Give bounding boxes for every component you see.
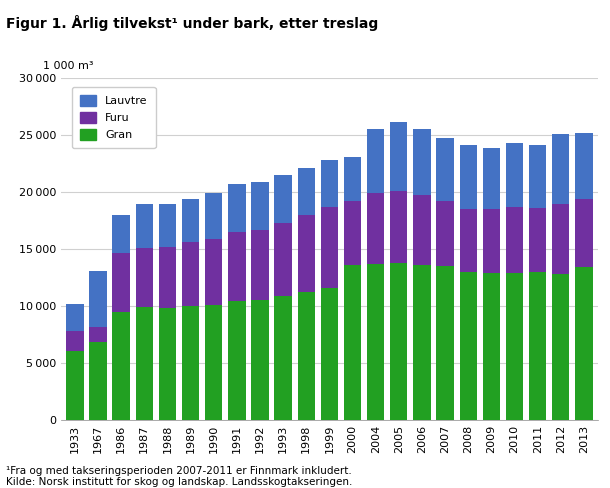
Bar xyxy=(390,263,407,420)
Bar xyxy=(182,199,199,242)
Bar xyxy=(251,182,268,229)
Bar xyxy=(89,342,107,420)
Bar xyxy=(344,265,361,420)
Bar xyxy=(205,193,223,239)
Bar xyxy=(529,208,547,272)
Bar xyxy=(506,207,523,273)
Legend: Lauvtre, Furu, Gran: Lauvtre, Furu, Gran xyxy=(72,87,156,148)
Bar xyxy=(321,287,338,420)
Bar xyxy=(483,273,500,420)
Bar xyxy=(321,207,338,287)
Bar xyxy=(367,193,384,264)
Bar xyxy=(89,270,107,327)
Bar xyxy=(135,307,153,420)
Bar xyxy=(436,201,454,266)
Bar xyxy=(135,248,153,307)
Text: Kilde: Norsk institutt for skog og landskap. Landsskogtakseringen.: Kilde: Norsk institutt for skog og lands… xyxy=(6,477,353,487)
Bar xyxy=(251,300,268,420)
Bar xyxy=(436,139,454,201)
Bar xyxy=(367,264,384,420)
Bar xyxy=(575,133,592,199)
Bar xyxy=(205,239,223,305)
Bar xyxy=(459,209,477,272)
Bar xyxy=(182,306,199,420)
Bar xyxy=(112,253,130,311)
Bar xyxy=(298,168,315,215)
Bar xyxy=(66,351,84,420)
Bar xyxy=(274,223,292,296)
Bar xyxy=(321,160,338,207)
Bar xyxy=(344,201,361,265)
Bar xyxy=(251,229,268,300)
Text: Figur 1. Årlig tilvekst¹ under bark, etter treslag: Figur 1. Årlig tilvekst¹ under bark, ett… xyxy=(6,15,378,31)
Bar xyxy=(298,292,315,420)
Bar xyxy=(390,191,407,263)
Bar xyxy=(414,129,431,195)
Bar xyxy=(159,308,176,420)
Text: 1 000 m³: 1 000 m³ xyxy=(43,61,93,71)
Bar xyxy=(436,266,454,420)
Bar xyxy=(66,304,84,331)
Bar xyxy=(552,274,570,420)
Bar xyxy=(228,301,245,420)
Bar xyxy=(228,232,245,301)
Bar xyxy=(414,265,431,420)
Bar xyxy=(159,204,176,246)
Bar xyxy=(205,305,223,420)
Bar xyxy=(112,215,130,253)
Bar xyxy=(459,145,477,209)
Bar xyxy=(89,327,107,342)
Bar xyxy=(414,195,431,265)
Bar xyxy=(552,204,570,274)
Bar xyxy=(575,267,592,420)
Bar xyxy=(159,246,176,308)
Bar xyxy=(483,147,500,209)
Bar xyxy=(506,143,523,207)
Bar xyxy=(367,129,384,193)
Bar xyxy=(112,311,130,420)
Bar xyxy=(298,215,315,292)
Bar xyxy=(552,134,570,204)
Bar xyxy=(182,242,199,306)
Bar xyxy=(459,272,477,420)
Bar xyxy=(483,209,500,273)
Bar xyxy=(228,184,245,232)
Bar xyxy=(274,296,292,420)
Bar xyxy=(344,157,361,201)
Bar xyxy=(575,199,592,267)
Bar xyxy=(529,272,547,420)
Text: ¹Fra og med takseringsperioden 2007-2011 er Finnmark inkludert.: ¹Fra og med takseringsperioden 2007-2011… xyxy=(6,466,352,476)
Bar xyxy=(529,145,547,208)
Bar xyxy=(506,273,523,420)
Bar xyxy=(135,204,153,248)
Bar xyxy=(274,175,292,223)
Bar xyxy=(390,122,407,191)
Bar xyxy=(66,331,84,351)
